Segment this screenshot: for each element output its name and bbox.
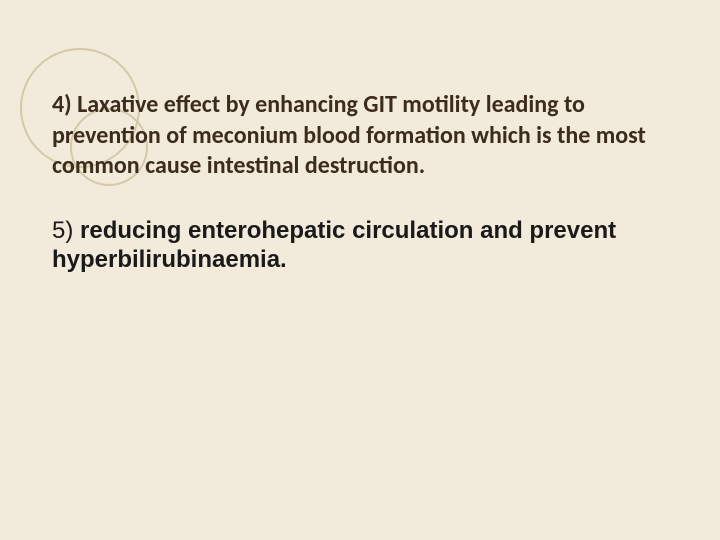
paragraph-4: 4) Laxative effect by enhancing GIT moti… bbox=[52, 90, 660, 182]
slide-content: 4) Laxative effect by enhancing GIT moti… bbox=[52, 90, 660, 275]
paragraph-5-bold: reducing enterohepatic circulation and p… bbox=[52, 217, 616, 273]
paragraph-5: 5) reducing enterohepatic circulation an… bbox=[52, 216, 660, 275]
paragraph-5-lead: 5) bbox=[52, 217, 80, 244]
